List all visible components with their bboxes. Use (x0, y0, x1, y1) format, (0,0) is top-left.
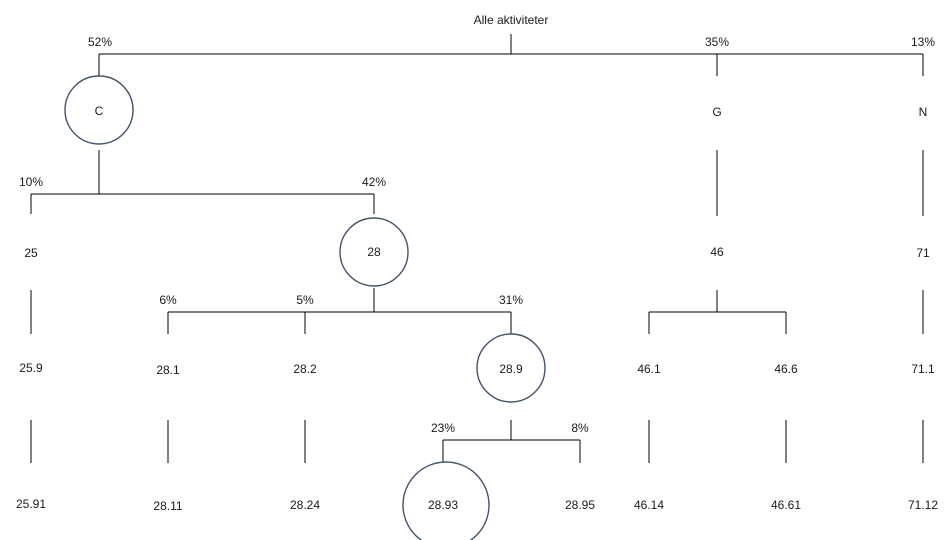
n28-2-percent: 5% (296, 293, 314, 307)
node-28-2-label: 28.2 (293, 362, 317, 376)
node-28-9-label: 28.9 (499, 362, 523, 376)
node-46-1-label: 46.1 (637, 362, 661, 376)
node-46-label: 46 (710, 245, 724, 259)
node-46-6-label: 46.6 (774, 362, 798, 376)
node-g-label: G (712, 105, 721, 119)
node-circle-28-93 (402, 461, 490, 540)
root-label: Alle aktiviteter (474, 13, 549, 27)
node-25-91-label: 25.91 (16, 497, 46, 511)
g-percent: 35% (705, 35, 729, 49)
highlight-circles (64, 75, 546, 540)
node-c-label: C (95, 104, 104, 118)
connector-lines (30, 34, 924, 464)
n28-95-percent: 8% (571, 421, 589, 435)
node-28-24-label: 28.24 (290, 498, 320, 512)
c-percent: 52% (88, 35, 112, 49)
node-46-14-label: 46.14 (634, 498, 664, 512)
node-28-93-label: 28.93 (428, 498, 458, 512)
node-25-label: 25 (24, 246, 38, 260)
node-n-label: N (919, 105, 928, 119)
n28-93-percent: 23% (431, 421, 455, 435)
node-28-95-label: 28.95 (565, 498, 595, 512)
node-circle-28 (339, 217, 409, 287)
node-71-label: 71 (916, 246, 930, 260)
n28-percent: 42% (362, 175, 386, 189)
node-circle-c (64, 75, 134, 145)
n25-percent: 10% (19, 175, 43, 189)
node-28-11-label: 28.11 (153, 499, 182, 513)
node-71-12-label: 71.12 (908, 498, 938, 512)
node-28-1-label: 28.1 (156, 363, 180, 377)
node-46-61-label: 46.61 (771, 498, 801, 512)
node-28-label: 28 (367, 245, 381, 259)
n28-9-percent: 31% (499, 293, 523, 307)
node-71-1-label: 71.1 (911, 362, 935, 376)
n28-1-percent: 6% (159, 293, 177, 307)
n-percent: 13% (911, 35, 935, 49)
node-circle-28-9 (476, 333, 546, 403)
node-25-9-label: 25.9 (19, 361, 43, 375)
